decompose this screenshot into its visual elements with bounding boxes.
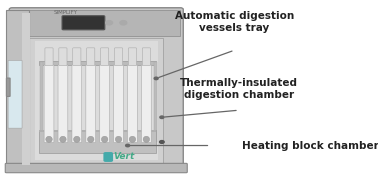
FancyBboxPatch shape bbox=[45, 48, 53, 66]
Bar bbox=[39, 61, 156, 65]
FancyBboxPatch shape bbox=[58, 65, 68, 143]
Ellipse shape bbox=[87, 136, 94, 142]
Ellipse shape bbox=[101, 136, 108, 142]
Circle shape bbox=[160, 141, 164, 143]
FancyBboxPatch shape bbox=[129, 48, 136, 66]
Ellipse shape bbox=[143, 136, 150, 142]
FancyBboxPatch shape bbox=[8, 60, 22, 128]
Bar bbox=[29, 38, 163, 163]
Text: Heating block chamber: Heating block chamber bbox=[242, 140, 378, 151]
FancyBboxPatch shape bbox=[141, 65, 151, 143]
Bar bbox=[22, 13, 30, 165]
FancyBboxPatch shape bbox=[86, 65, 96, 143]
FancyBboxPatch shape bbox=[5, 163, 187, 173]
Circle shape bbox=[106, 21, 113, 25]
Bar bbox=[12, 10, 180, 36]
Ellipse shape bbox=[115, 136, 122, 142]
FancyBboxPatch shape bbox=[87, 48, 95, 66]
FancyBboxPatch shape bbox=[101, 48, 109, 66]
Bar bbox=[39, 130, 156, 132]
Text: Thermally-insulated
digestion chamber: Thermally-insulated digestion chamber bbox=[180, 78, 298, 100]
FancyBboxPatch shape bbox=[114, 65, 124, 143]
Ellipse shape bbox=[46, 136, 52, 142]
FancyBboxPatch shape bbox=[44, 65, 54, 143]
FancyBboxPatch shape bbox=[73, 48, 81, 66]
FancyBboxPatch shape bbox=[127, 65, 137, 143]
Circle shape bbox=[125, 144, 130, 147]
FancyBboxPatch shape bbox=[9, 8, 183, 170]
Bar bbox=[40, 62, 43, 142]
FancyBboxPatch shape bbox=[59, 48, 67, 66]
Circle shape bbox=[120, 21, 127, 25]
Bar bbox=[39, 130, 156, 153]
Circle shape bbox=[154, 77, 158, 80]
FancyBboxPatch shape bbox=[72, 65, 82, 143]
Bar bbox=[154, 62, 157, 142]
Polygon shape bbox=[6, 10, 29, 168]
FancyBboxPatch shape bbox=[104, 152, 113, 162]
Text: SIMPLIFY: SIMPLIFY bbox=[53, 10, 77, 15]
FancyBboxPatch shape bbox=[115, 48, 122, 66]
Bar bbox=[35, 41, 158, 160]
FancyBboxPatch shape bbox=[62, 16, 105, 30]
Text: Automatic digestion
vessels tray: Automatic digestion vessels tray bbox=[175, 11, 294, 33]
Text: Vert: Vert bbox=[113, 153, 135, 161]
FancyBboxPatch shape bbox=[6, 78, 10, 96]
Ellipse shape bbox=[60, 136, 66, 142]
FancyBboxPatch shape bbox=[100, 65, 110, 143]
FancyBboxPatch shape bbox=[142, 48, 150, 66]
Circle shape bbox=[160, 116, 164, 119]
Ellipse shape bbox=[129, 136, 136, 142]
Ellipse shape bbox=[74, 136, 80, 142]
